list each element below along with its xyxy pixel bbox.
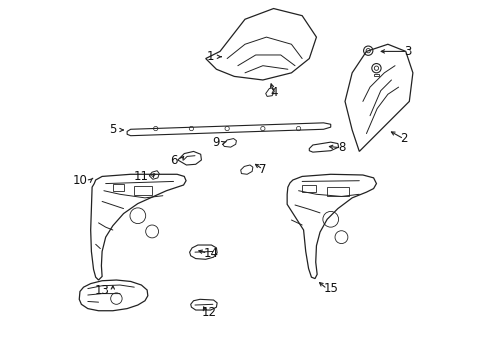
Text: 4: 4: [270, 86, 277, 99]
Text: 14: 14: [204, 247, 219, 260]
Text: 5: 5: [109, 123, 117, 136]
Text: 8: 8: [338, 141, 345, 154]
Text: 12: 12: [202, 306, 217, 319]
Text: 6: 6: [170, 154, 177, 167]
Text: 13: 13: [95, 284, 109, 297]
Text: 11: 11: [134, 170, 148, 183]
Text: 7: 7: [259, 163, 267, 176]
Text: 3: 3: [404, 45, 411, 58]
Text: 1: 1: [207, 50, 215, 63]
Text: 2: 2: [400, 132, 408, 145]
Text: 15: 15: [323, 283, 339, 296]
Text: 10: 10: [72, 174, 87, 186]
Text: 9: 9: [213, 136, 220, 149]
